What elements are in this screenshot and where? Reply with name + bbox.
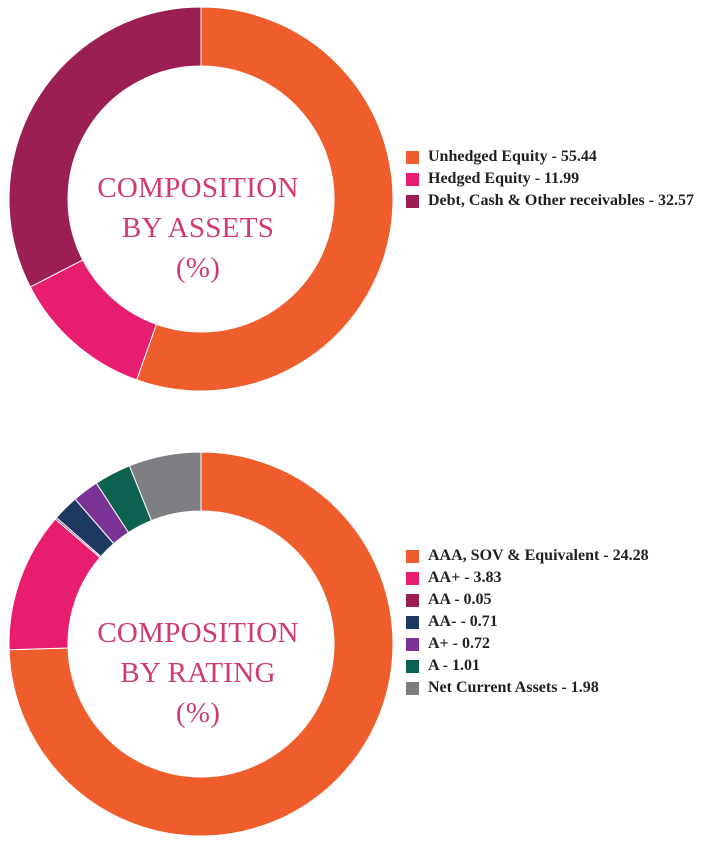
rating-donut	[8, 451, 394, 837]
assets-donut	[8, 6, 394, 392]
rating-title-line-2: BY RATING	[120, 657, 276, 689]
slice-net-current-assets	[128, 451, 202, 522]
legend-item: A+ - 0.72	[406, 633, 698, 655]
assets-center-title: COMPOSITION BY ASSETS (%)	[78, 168, 318, 288]
slice-debt-cash-other-receivables	[8, 6, 202, 288]
legend-label: AA- - 0.71	[428, 613, 498, 630]
legend-item: AA - 0.05	[406, 589, 698, 611]
legend-label: Net Current Assets - 1.98	[428, 679, 599, 696]
assets-title-line-3: (%)	[175, 252, 221, 284]
slice-aaa-sov-equivalent	[8, 451, 394, 837]
rating-legend: AAA, SOV & Equivalent - 24.28 AA+ - 3.83 A…	[406, 545, 698, 699]
rating-title-line-1: COMPOSITION	[97, 617, 299, 649]
rating-title-line-3: (%)	[175, 697, 221, 729]
legend-swatch	[406, 660, 419, 673]
legend-item: AA+ - 3.83	[406, 567, 698, 589]
legend-item: Unhedged Equity - 55.44	[406, 146, 698, 168]
legend-swatch	[406, 638, 419, 651]
legend-label: A+ - 0.72	[428, 635, 490, 652]
legend-item: AAA, SOV & Equivalent - 24.28	[406, 545, 698, 567]
legend-item: Hedged Equity - 11.99	[406, 168, 698, 190]
assets-composition-chart: COMPOSITION BY ASSETS (%) Unhedged Equit…	[0, 0, 703, 400]
legend-label: Debt, Cash & Other receivables - 32.57	[428, 192, 695, 209]
legend-label: AAA, SOV & Equivalent - 24.28	[428, 547, 649, 564]
legend-swatch	[406, 616, 419, 629]
legend-swatch	[406, 594, 419, 607]
legend-swatch	[406, 682, 419, 695]
legend-item: A - 1.01	[406, 655, 698, 677]
legend-item: Debt, Cash & Other receivables - 32.57	[406, 190, 698, 212]
rating-center-title: COMPOSITION BY RATING (%)	[78, 613, 318, 733]
legend-label: A - 1.01	[428, 657, 480, 674]
legend-swatch	[406, 173, 419, 186]
legend-label: Hedged Equity - 11.99	[428, 170, 580, 187]
legend-swatch	[406, 550, 419, 563]
assets-legend: Unhedged Equity - 55.44 Hedged Equity - 1…	[406, 146, 698, 212]
slice-unhedged-equity	[136, 6, 394, 392]
legend-label: AA+ - 3.83	[428, 569, 502, 586]
legend-swatch	[406, 195, 419, 208]
assets-title-line-1: COMPOSITION	[97, 172, 299, 204]
legend-swatch	[406, 572, 419, 585]
rating-composition-chart: COMPOSITION BY RATING (%) AAA, SOV & Equ…	[0, 445, 703, 842]
legend-item: AA- - 0.71	[406, 611, 698, 633]
legend-item: Net Current Assets - 1.98	[406, 677, 698, 699]
assets-title-line-2: BY ASSETS	[121, 212, 275, 244]
legend-label: Unhedged Equity - 55.44	[428, 148, 597, 165]
legend-swatch	[406, 151, 419, 164]
legend-label: AA - 0.05	[428, 591, 492, 608]
